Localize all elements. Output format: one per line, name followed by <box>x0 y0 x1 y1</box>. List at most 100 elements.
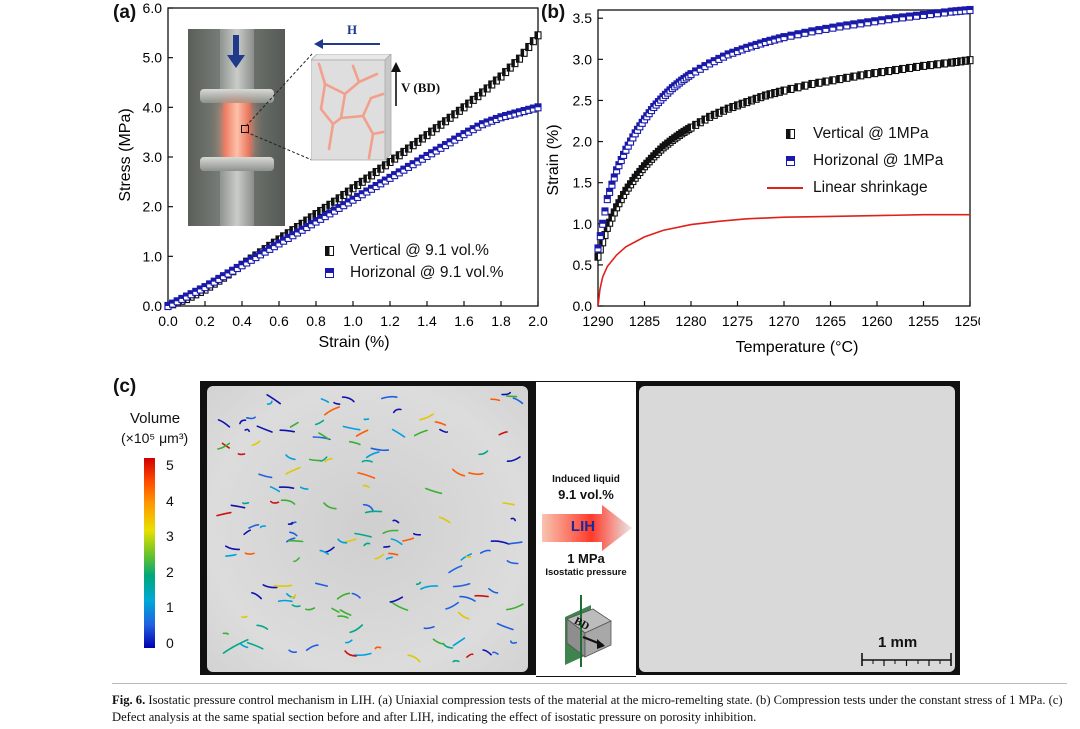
defect-pore <box>239 419 247 425</box>
defect-pore <box>355 429 369 437</box>
defect-pore <box>482 649 492 656</box>
b-data-point <box>966 56 974 65</box>
defect-pore <box>457 611 470 620</box>
figure-caption: Fig. 6. Isostatic pressure control mecha… <box>112 692 1067 726</box>
defect-pore <box>305 607 316 611</box>
b-data-point <box>899 64 907 74</box>
defect-pore <box>439 428 449 434</box>
b-data-point <box>905 12 914 21</box>
b-data-point <box>850 72 858 81</box>
a-data-point <box>506 63 514 72</box>
defect-pore <box>452 659 460 663</box>
a-xtick-label: 0.6 <box>269 313 289 329</box>
b-data-point <box>926 10 935 19</box>
b-data-point <box>966 5 974 15</box>
defect-pore <box>388 552 399 556</box>
defect-pore <box>370 447 390 452</box>
b-data-point <box>801 28 809 37</box>
legend-b-item-horizonal: Horizonal @ 1MPa <box>786 152 943 170</box>
defect-pore <box>277 599 293 603</box>
defect-pore <box>280 499 296 505</box>
defect-pore <box>337 538 348 544</box>
defect-pore <box>246 641 264 650</box>
lower-platen <box>220 171 254 226</box>
defect-pore <box>289 531 298 537</box>
defect-pore <box>501 391 511 396</box>
b-data-point <box>822 24 830 33</box>
defect-pore <box>492 651 499 655</box>
defect-pore <box>496 622 514 631</box>
arrow-lih-label: LIH <box>570 518 596 535</box>
caption-divider <box>112 683 1067 684</box>
defect-pore <box>353 652 372 657</box>
arrow-text-line3: 1 MPa <box>567 551 605 566</box>
defect-pore <box>324 406 340 416</box>
defect-pore <box>289 421 299 428</box>
defect-pore <box>290 593 297 599</box>
defect-pore <box>337 615 349 619</box>
b-data-point <box>787 31 795 40</box>
defect-pore <box>434 421 447 426</box>
defect-pore <box>251 440 261 447</box>
defect-pore <box>452 637 466 647</box>
chart-a-ylabel: Stress (MPa) <box>117 108 134 201</box>
b-data-point <box>926 61 935 70</box>
b-data-point <box>815 78 823 87</box>
defect-pore <box>323 502 337 510</box>
defect-pore <box>452 583 471 588</box>
defect-pore <box>381 395 398 400</box>
defect-pore <box>230 504 246 509</box>
defect-pore <box>217 442 231 450</box>
b-data-point <box>596 232 604 241</box>
legend-b-item-vertical: Vertical @ 1MPa <box>786 125 929 143</box>
b-xtick-label: 1275 <box>722 313 753 329</box>
defect-pore <box>225 553 237 557</box>
b-data-point <box>780 33 788 42</box>
arrow-text-line1: Induced liquid <box>552 474 620 485</box>
defect-pore <box>273 584 293 588</box>
chart-b-ylabel: Strain (%) <box>545 124 562 195</box>
b-data-point <box>808 27 816 36</box>
b-data-point <box>940 59 948 68</box>
a-ytick-label: 1.0 <box>143 248 163 264</box>
legend-b-label-linear: Linear shrinkage <box>813 179 928 196</box>
b-ytick-label: 3.0 <box>573 51 593 67</box>
a-ytick-label: 5.0 <box>143 50 163 66</box>
defect-pore <box>490 398 501 402</box>
a-ytick-label: 0.0 <box>143 298 163 314</box>
panel-c-label: (c) <box>113 376 137 397</box>
defect-pore <box>240 643 249 649</box>
a-data-point <box>511 59 519 68</box>
b-data-point <box>864 70 872 79</box>
b-data-point <box>933 9 942 18</box>
defect-pore <box>288 649 297 654</box>
defect-pore <box>391 428 406 438</box>
a-data-point <box>534 31 542 40</box>
half-filled-square-icon <box>786 156 795 166</box>
defect-pore <box>293 557 300 563</box>
defect-pore <box>324 546 335 553</box>
defect-pore <box>251 592 262 600</box>
colorbar <box>144 458 155 648</box>
panel-a-label: (a) <box>113 2 137 23</box>
defect-pore <box>415 581 422 586</box>
defect-pore <box>392 519 400 524</box>
defect-pore <box>266 394 281 405</box>
b-data-point <box>594 252 602 261</box>
b-data-point <box>899 13 907 22</box>
b-xtick-label: 1290 <box>582 313 613 329</box>
defect-pore <box>216 511 232 517</box>
defect-pore <box>362 484 370 488</box>
a-data-point <box>520 48 528 57</box>
defect-pore <box>318 432 330 440</box>
defect-pore <box>291 604 301 608</box>
defect-pore <box>392 408 402 414</box>
chart-a-xlabel: Strain (%) <box>318 334 389 351</box>
zoom-marker <box>241 125 249 133</box>
chart-a-points <box>164 31 542 311</box>
b-data-point <box>892 65 900 75</box>
defect-pore <box>243 529 251 536</box>
chart-a-ticks: 0.0 0.2 0.4 0.6 0.8 1.0 1.2 1.4 1.6 1.8 2.0 0.0 1.0 2… <box>143 0 548 329</box>
b-data-point <box>933 60 942 69</box>
